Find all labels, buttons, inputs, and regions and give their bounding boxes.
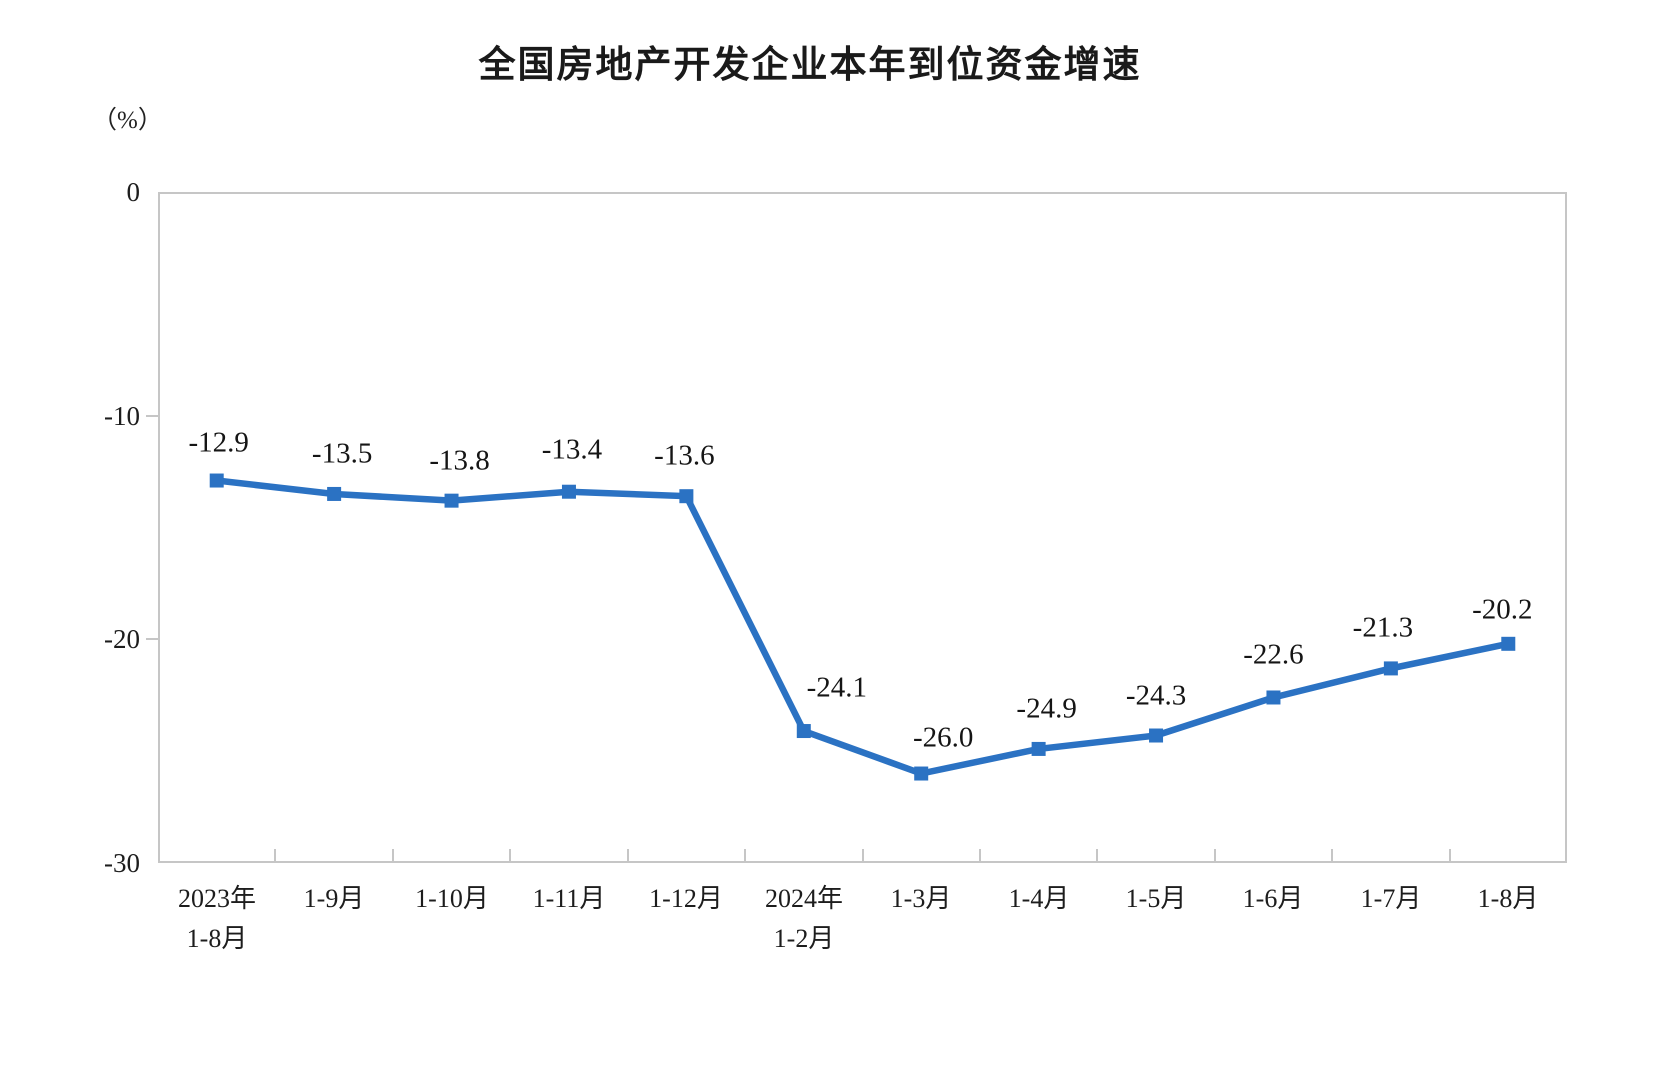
data-point-label: -13.4 (541, 433, 603, 466)
x-tick-label: 1-5月 (1125, 884, 1187, 913)
x-tick-mark (979, 849, 981, 861)
x-tick-label: 1-4月 (1008, 884, 1070, 913)
series-line (213, 477, 1512, 777)
data-point-marker (1266, 690, 1281, 705)
x-tick-mark (274, 849, 276, 861)
data-point-label: -24.1 (806, 671, 867, 704)
x-tick-mark (509, 849, 511, 861)
x-tick-mark (627, 849, 629, 861)
x-tick-label: 1-3月 (890, 884, 952, 913)
x-tick-label: 1-7月 (1360, 884, 1422, 913)
data-point-marker (1031, 741, 1046, 756)
data-point-label: -22.6 (1243, 638, 1304, 671)
data-point-marker (561, 484, 576, 499)
data-point-label: -24.9 (1016, 692, 1077, 725)
data-point-label: -12.9 (188, 426, 249, 459)
x-tick-label: 1-6月 (1242, 884, 1304, 913)
series-svg (209, 473, 1516, 781)
x-tick-mark (1449, 849, 1451, 861)
data-point-marker (796, 724, 811, 739)
y-axis-unit-label: （%） (92, 107, 163, 134)
x-tick-mark (744, 849, 746, 861)
data-point-marker (327, 486, 342, 501)
data-point-marker (444, 493, 459, 508)
x-tick-mark (392, 849, 394, 861)
data-point-label: -13.6 (654, 439, 715, 472)
data-point-label: -21.3 (1352, 611, 1414, 644)
data-point-label: -26.0 (912, 721, 974, 754)
data-point-label: -13.8 (429, 444, 490, 477)
data-point-label: -13.5 (311, 437, 373, 470)
x-tick-mark (1096, 849, 1098, 861)
x-tick-label: 1-8月 (1477, 884, 1539, 913)
data-point-marker (209, 473, 224, 488)
x-tick-label: 2023年 1-8月 (177, 884, 256, 953)
data-point-marker (914, 766, 929, 781)
data-point-marker (1383, 661, 1398, 676)
x-tick-mark (862, 849, 864, 861)
y-tick-label: -20 (104, 624, 140, 655)
y-tick-label: -30 (104, 848, 140, 878)
x-tick-mark (1331, 849, 1333, 861)
x-tick-label: 2024年 1-2月 (764, 884, 843, 953)
y-tick-mark (146, 414, 158, 417)
x-tick-label: 1-12月 (649, 884, 723, 913)
data-point-label: -24.3 (1125, 679, 1187, 711)
y-tick-label: -10 (104, 400, 140, 431)
x-tick-label: 1-9月 (303, 884, 365, 913)
x-tick-label: 1-11月 (532, 884, 606, 913)
chart-title: 全国房地产开发企业本年到位资金增速 (478, 44, 1142, 85)
x-tick-mark (1214, 849, 1216, 861)
data-point-marker (1501, 636, 1516, 651)
data-point-label: -20.2 (1472, 593, 1533, 626)
y-tick-label: 0 (126, 177, 141, 207)
y-tick-mark (146, 638, 158, 641)
data-point-marker (679, 489, 694, 504)
x-tick-label: 1-10月 (415, 884, 489, 913)
data-point-marker (1149, 728, 1164, 743)
